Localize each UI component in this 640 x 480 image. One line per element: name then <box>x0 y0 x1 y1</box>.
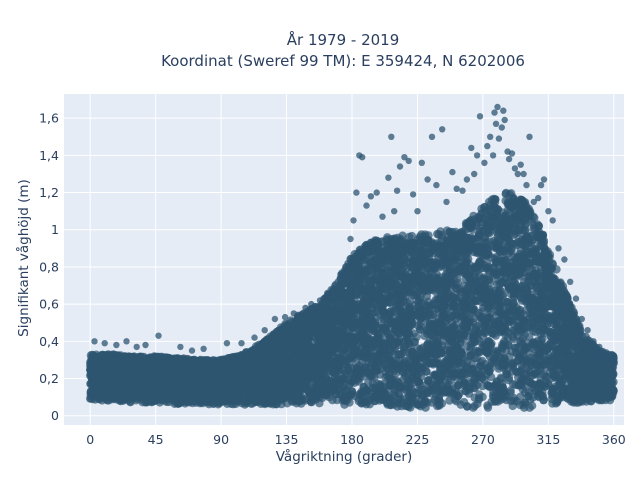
data-points <box>86 103 618 412</box>
data-point <box>473 399 482 408</box>
chart-title-line1: År 1979 - 2019 <box>287 30 400 49</box>
data-point <box>407 231 417 241</box>
chart-title-line2: Koordinat (Sweref 99 TM): E 359424, N 62… <box>161 52 525 70</box>
